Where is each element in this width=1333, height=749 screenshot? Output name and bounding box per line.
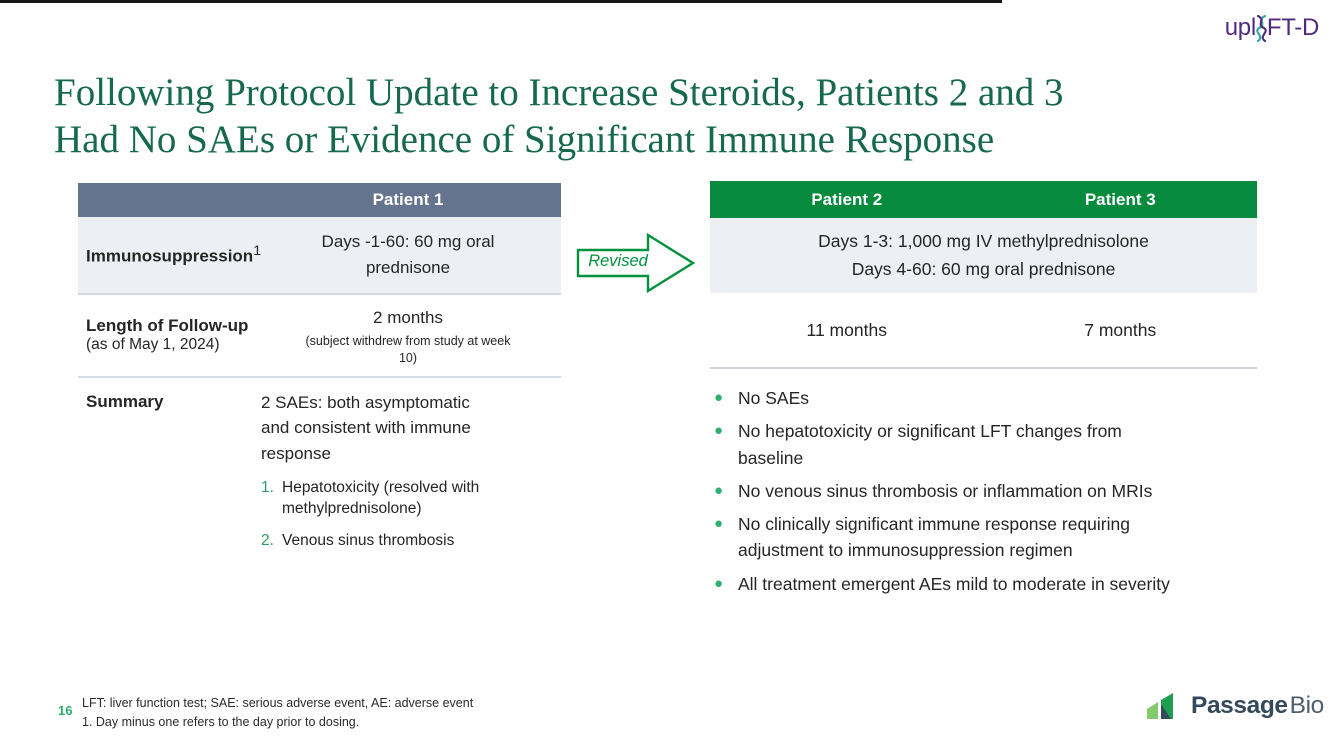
summary-item: 2. Venous sinus thrombosis (261, 531, 491, 552)
bullet-icon: ● (714, 515, 724, 532)
dna-helix-icon (1256, 15, 1267, 42)
summary-item-text: Venous sinus thrombosis (282, 532, 455, 550)
immunosuppression-row-right: Days 1-3: 1,000 mg IV methylprednisolone… (710, 218, 1257, 293)
bullet-item: ● No SAEs (714, 385, 1257, 411)
footnote-line1: LFT: liver function test; SAE: serious a… (82, 696, 474, 710)
patient3-follow-up: 7 months (1084, 319, 1157, 340)
slide-title: Following Protocol Update to Increase St… (54, 70, 1254, 164)
bullet-item: ● No clinically significant immune respo… (714, 511, 1257, 564)
uplift-logo-suffix: FT-D (1266, 13, 1319, 41)
patient1-table: Patient 1 Immunosuppression1 Days -1-60:… (78, 183, 561, 573)
summary-item: 1. Hepatotoxicity (resolved with methylp… (261, 478, 491, 520)
follow-up-value: 2 months (subject withdrew from study at… (255, 295, 561, 376)
follow-up-value-note: (subject withdrew from study at week 10) (305, 334, 511, 365)
immunosuppression-row: Immunosuppression1 Days -1-60: 60 mg ora… (78, 217, 561, 293)
patients23-table: Patient 2 Patient 3 Days 1-3: 1,000 mg I… (710, 181, 1257, 604)
summary-item-number: 1. (261, 479, 274, 497)
bullet-item: ● All treatment emergent AEs mild to mod… (714, 571, 1257, 597)
follow-up-label: Length of Follow-up (as of May 1, 2024) (78, 306, 255, 364)
bullet-item: ● No venous sinus thrombosis or inflamma… (714, 478, 1257, 504)
bio-text: Bio (1289, 691, 1325, 719)
footnote-marker: 1 (253, 243, 262, 260)
uplift-logo-prefix: upl (1224, 13, 1256, 41)
revised-label: Revised (588, 252, 648, 270)
immunosuppression-right-line1: Days 1-3: 1,000 mg IV methylprednisolone (818, 231, 1149, 252)
immunosuppression-value: Days -1-60: 60 mg oral prednisone (321, 231, 495, 277)
passage-bio-mark-icon (1147, 693, 1173, 719)
summary-label-text: Summary (86, 391, 164, 411)
patient1-header-empty-cell (78, 183, 255, 217)
summary-paragraph: 2 SAEs: both asymptomatic and consistent… (261, 392, 471, 463)
row-divider (78, 375, 561, 378)
footnote-line2: 1. Day minus one refers to the day prior… (82, 714, 360, 729)
patients23-header-row: Patient 2 Patient 3 (710, 181, 1257, 218)
slide-title-line1: Following Protocol Update to Increase St… (54, 71, 1064, 115)
patient1-header-cell: Patient 1 (372, 190, 444, 209)
patient3-header-cell: Patient 3 (1084, 189, 1156, 209)
follow-up-label-text: Length of Follow-up (86, 316, 249, 336)
summary-bullet-list: ● No SAEs ● No hepatotoxicity or signifi… (710, 369, 1257, 597)
right-arrow-icon (576, 232, 696, 294)
follow-up-row: Length of Follow-up (as of May 1, 2024) … (78, 295, 561, 376)
bullet-icon: ● (714, 389, 724, 406)
summary-row: Summary 2 SAEs: both asymptomatic and co… (78, 378, 561, 573)
patient2-header-cell: Patient 2 (811, 189, 883, 209)
follow-up-label-sub: (as of May 1, 2024) (86, 336, 220, 354)
passage-bio-logo: PassageBio (1146, 691, 1324, 720)
passage-text: Passage (1191, 691, 1288, 719)
patient1-header-row: Patient 1 (78, 183, 561, 217)
page-number: 16 (58, 703, 73, 718)
bullet-icon: ● (714, 481, 724, 499)
bullet-icon: ● (714, 422, 724, 440)
summary-item-number: 2. (261, 532, 274, 550)
summary-label: Summary (78, 378, 255, 573)
patient2-follow-up: 11 months (806, 319, 887, 340)
row-divider (710, 367, 1257, 369)
bullet-item: ● No hepatotoxicity or significant LFT c… (714, 418, 1257, 471)
bullet-icon: ● (714, 574, 724, 592)
slide-title-line2: Had No SAEs or Evidence of Significant I… (54, 117, 995, 161)
summary-value: 2 SAEs: both asymptomatic and consistent… (255, 378, 561, 573)
revised-arrow: Revised (576, 232, 696, 294)
follow-up-value-main: 2 months (373, 308, 443, 327)
footnotes: LFT: liver function test; SAE: serious a… (82, 694, 473, 732)
top-edge-strip (0, 0, 1002, 3)
follow-up-row-right: 11 months 7 months (710, 293, 1257, 367)
immunosuppression-label: Immunosuppression1 (78, 233, 261, 277)
summary-numbered-list: 1. Hepatotoxicity (resolved with methylp… (261, 478, 555, 552)
passage-bio-wordmark: PassageBio (1191, 692, 1324, 720)
row-divider (78, 293, 561, 295)
immunosuppression-label-text: Immunosuppression (86, 246, 254, 266)
uplift-d-logo: upl FT-D (1225, 13, 1319, 42)
immunosuppression-right-line2: Days 4-60: 60 mg oral prednisone (851, 258, 1116, 279)
summary-item-text: Hepatotoxicity (resolved with methylpred… (282, 479, 480, 518)
